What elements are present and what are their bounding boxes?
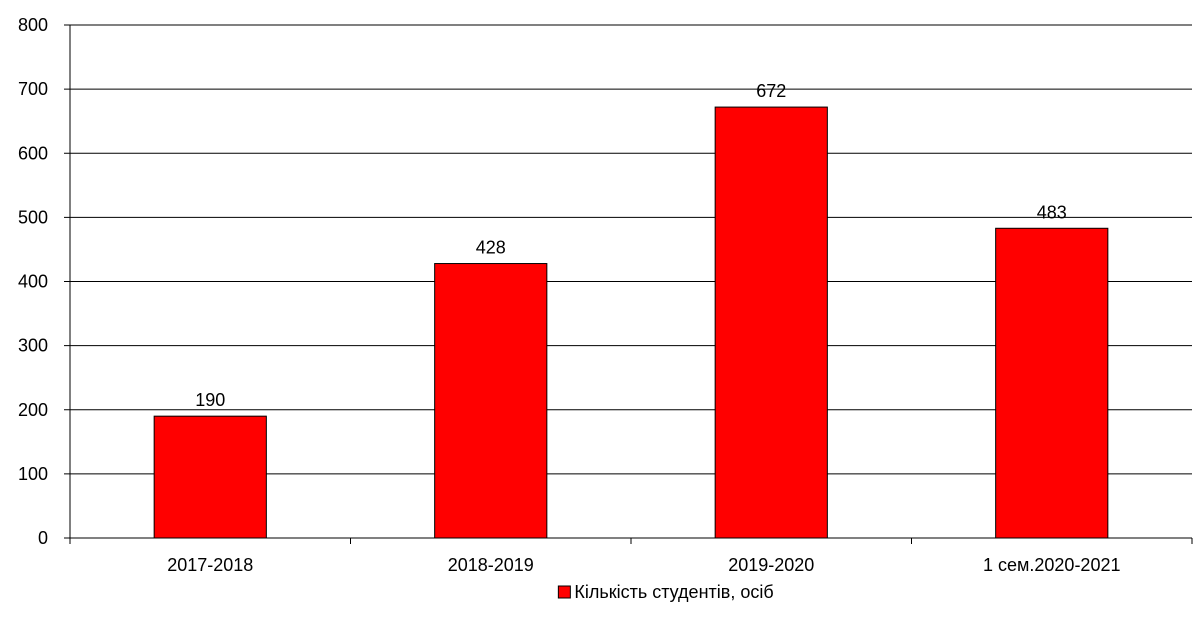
y-tick-label: 700 xyxy=(18,79,48,99)
legend-label: Кількість студентів, осіб xyxy=(574,582,773,602)
y-tick-label: 800 xyxy=(18,15,48,35)
bar xyxy=(714,106,828,539)
gridlines xyxy=(70,24,1192,475)
y-tick-label: 300 xyxy=(18,336,48,356)
y-tick-label: 400 xyxy=(18,272,48,292)
legend: Кількість студентів, осіб xyxy=(557,582,774,602)
x-tick-label: 1 сем.2020-2021 xyxy=(983,555,1120,575)
x-tick-label: 2019-2020 xyxy=(728,555,814,575)
data-label: 672 xyxy=(756,81,786,101)
bar xyxy=(434,263,548,539)
y-tick-label: 200 xyxy=(18,400,48,420)
data-label: 190 xyxy=(195,390,225,410)
bar xyxy=(153,415,267,539)
x-tick-label: 2018-2019 xyxy=(448,555,534,575)
y-tick-label: 100 xyxy=(18,464,48,484)
data-label: 483 xyxy=(1037,202,1067,222)
y-tick-label: 500 xyxy=(18,207,48,227)
x-axis: 2017-2018 2018-2019 2019-2020 1 сем.2020-20… xyxy=(69,537,1193,575)
bar xyxy=(995,227,1109,539)
data-label: 428 xyxy=(476,238,506,258)
legend-swatch xyxy=(557,585,571,599)
y-tick-label: 600 xyxy=(18,143,48,163)
bars xyxy=(153,106,1109,539)
data-labels: 190 428 672 483 xyxy=(195,81,1067,410)
y-axis: 0 100 200 300 400 500 600 700 800 xyxy=(18,15,71,548)
y-tick-label: 0 xyxy=(38,528,48,548)
x-tick-label: 2017-2018 xyxy=(167,555,253,575)
